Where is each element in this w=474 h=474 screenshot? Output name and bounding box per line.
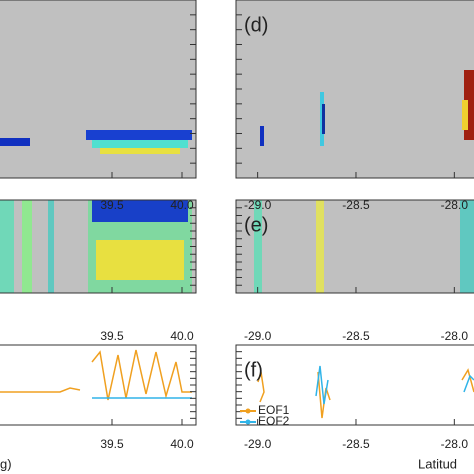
legend-label: EOF2 — [258, 414, 290, 428]
x-tick-label: 39.5 — [100, 198, 124, 212]
x-tick-label: -28.0 — [441, 198, 469, 212]
eof-traces — [0, 349, 474, 419]
x-tick-label: -28.5 — [342, 437, 370, 451]
x-tick-label: -29.0 — [244, 329, 272, 343]
x-tick-label: -29.0 — [244, 198, 272, 212]
x-axis-label: Latitud — [418, 456, 457, 471]
x-tick-label: 40.0 — [170, 198, 194, 212]
panel-label: (f) — [244, 359, 263, 381]
legend-dot — [245, 419, 251, 425]
x-tick-label: -28.0 — [441, 437, 469, 451]
panel-bg — [236, 200, 474, 293]
x-axis-label: g) — [0, 456, 12, 471]
x-tick-label: 40.0 — [170, 329, 194, 343]
panel-label: (e) — [244, 214, 268, 236]
x-tick-label: -29.0 — [244, 437, 272, 451]
heatmap-cells — [0, 70, 474, 293]
panel-label: (d) — [244, 14, 268, 36]
x-tick-label: -28.5 — [342, 329, 370, 343]
x-tick-label: 39.5 — [100, 329, 124, 343]
legend-label: EOF1 — [258, 403, 290, 417]
x-tick-label: 40.0 — [170, 437, 194, 451]
panel-bg — [236, 0, 474, 178]
x-tick-label: 39.5 — [100, 437, 124, 451]
panel-frame — [0, 344, 197, 426]
x-tick-label: -28.0 — [441, 329, 469, 343]
legend-dot — [245, 408, 251, 414]
x-tick-label: -28.5 — [342, 198, 370, 212]
